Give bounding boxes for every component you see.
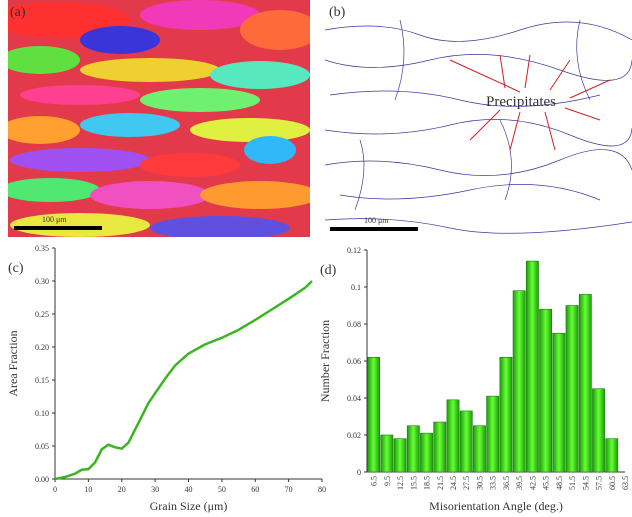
x-tick-label: 27.5 xyxy=(462,476,471,490)
bar xyxy=(539,308,553,473)
x-tick-label: 12.5 xyxy=(396,476,405,490)
panel-label: (a) xyxy=(10,5,26,20)
bar xyxy=(552,332,566,473)
scale-bar-label: 100 μm xyxy=(42,215,67,224)
x-tick-label: 42.5 xyxy=(528,476,537,490)
x-tick-label: 24.5 xyxy=(449,476,458,490)
y-tick-label: 0.05 xyxy=(35,442,49,451)
x-tick-label: 30 xyxy=(151,485,159,494)
bar xyxy=(525,260,539,473)
x-axis-label: Misorientation Angle (deg.) xyxy=(429,499,563,513)
bar xyxy=(473,425,486,473)
scale-bar xyxy=(330,227,418,231)
bar xyxy=(446,399,460,473)
grain-boundaries xyxy=(324,19,632,234)
ebsd-map xyxy=(8,0,310,237)
x-tick-label: 60 xyxy=(251,485,259,494)
bar xyxy=(380,434,394,473)
bar xyxy=(459,410,473,473)
bar xyxy=(393,438,407,473)
x-tick-label: 18.5 xyxy=(423,476,432,490)
bar xyxy=(512,290,526,473)
x-tick-label: 51.5 xyxy=(568,476,577,490)
bar xyxy=(367,356,381,473)
x-tick-label: 6.5 xyxy=(370,476,379,486)
panel-label: (c) xyxy=(8,261,24,276)
x-tick-label: 30.5 xyxy=(475,476,484,490)
annotation: Precipitates xyxy=(486,94,556,110)
x-tick-label: 50 xyxy=(218,485,226,494)
charts: (c)0.000.050.100.150.200.250.300.35Grain… xyxy=(6,244,630,513)
y-axis-label: Number Fraction xyxy=(318,320,332,402)
y-tick-label: 0.08 xyxy=(347,320,361,329)
y-tick-label: 0.02 xyxy=(347,431,361,440)
y-tick-label: 0.25 xyxy=(35,310,49,319)
y-tick-label: 0.00 xyxy=(35,475,49,484)
x-axis-label: Grain Size (μm) xyxy=(150,499,228,513)
y-tick-label: 0.1 xyxy=(351,283,361,292)
bar xyxy=(578,294,592,473)
x-tick-label: 70 xyxy=(285,485,293,494)
scale-bar-label: 100 μm xyxy=(364,216,389,225)
x-tick-label: 60.5 xyxy=(608,476,617,490)
y-tick-label: 0.12 xyxy=(347,246,361,255)
x-tick-label: 9.5 xyxy=(383,476,392,486)
annotation-arrows xyxy=(449,54,611,151)
y-tick-label: 0.15 xyxy=(35,376,49,385)
panel-label: (d) xyxy=(320,263,337,278)
y-tick-label: 0.04 xyxy=(347,394,361,403)
x-tick-label: 15.5 xyxy=(409,476,418,490)
y-tick-label: 0.06 xyxy=(347,357,361,366)
panel-label: (b) xyxy=(329,5,346,20)
bar xyxy=(565,305,579,473)
x-tick-label: 33.5 xyxy=(489,476,498,490)
x-tick-label: 39.5 xyxy=(515,476,524,490)
y-tick-label: 0.10 xyxy=(35,409,49,418)
bar xyxy=(605,438,619,473)
x-tick-label: 80 xyxy=(318,485,326,494)
bar xyxy=(420,432,433,473)
x-tick-label: 21.5 xyxy=(436,476,445,490)
x-tick-label: 45.5 xyxy=(542,476,551,490)
bar xyxy=(592,388,605,473)
y-tick-label: 0 xyxy=(357,468,361,477)
x-tick-label: 36.5 xyxy=(502,476,511,490)
line xyxy=(54,280,313,481)
bar xyxy=(486,395,500,473)
y-tick-label: 0.35 xyxy=(35,244,49,253)
bar xyxy=(433,421,447,473)
bar xyxy=(499,356,513,473)
x-tick-label: 48.5 xyxy=(555,476,564,490)
x-tick-label: 20 xyxy=(118,485,126,494)
x-tick-label: 10 xyxy=(84,485,92,494)
x-tick-label: 57.5 xyxy=(595,476,604,490)
y-axis-label: Area Fraction xyxy=(6,330,20,396)
x-tick-label: 63.5 xyxy=(621,476,630,490)
scale-bar xyxy=(14,226,102,230)
y-tick-label: 0.30 xyxy=(35,277,49,286)
y-tick-label: 0.20 xyxy=(35,343,49,352)
x-tick-label: 0 xyxy=(53,485,57,494)
x-tick-label: 40 xyxy=(185,485,193,494)
bar xyxy=(406,425,420,473)
x-tick-label: 54.5 xyxy=(581,476,590,490)
boundary-map xyxy=(325,0,632,237)
